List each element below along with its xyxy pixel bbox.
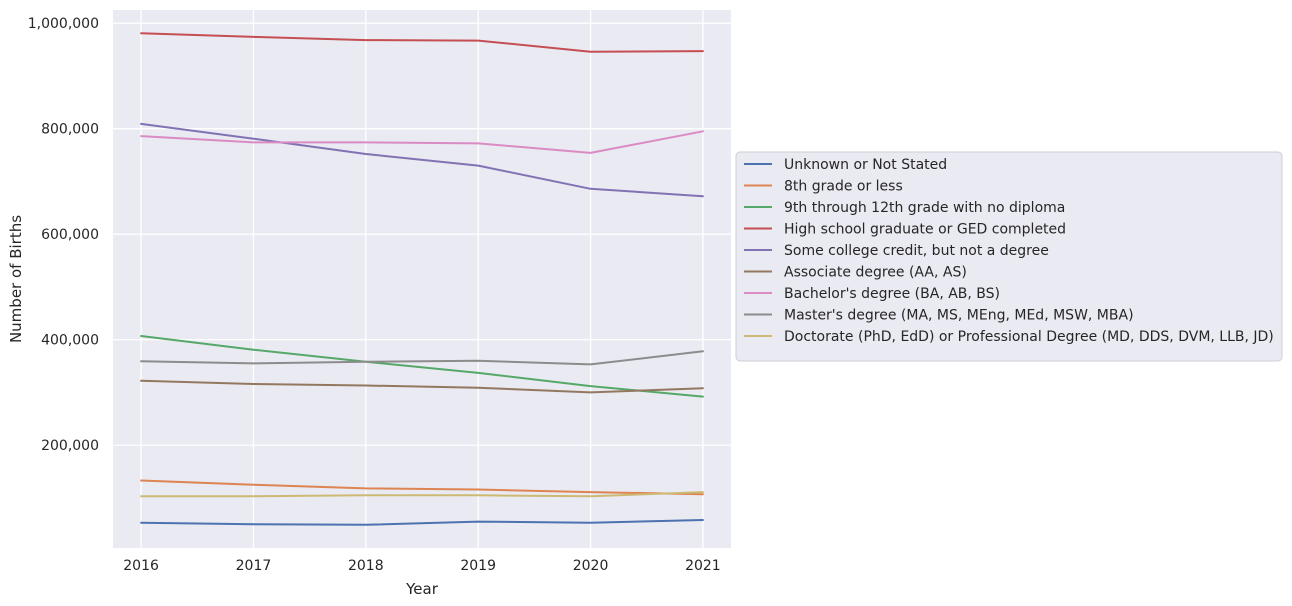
series-line [140,350,704,366]
grid-lines [113,10,731,548]
y-tick-label: 1,000,000 [28,16,99,32]
series-lines [140,32,704,526]
y-tick-label: 200,000 [41,438,99,454]
y-tick-label: 400,000 [41,333,99,349]
legend-label: Some college credit, but not a degree [784,243,1049,259]
legend-label: 8th grade or less [784,179,903,195]
y-axis-title: Number of Births [7,215,25,343]
series-line [140,519,704,526]
x-tick-label: 2020 [573,558,609,574]
x-tick-label: 2018 [348,558,384,574]
x-tick-label: 2017 [236,558,272,574]
series-line [140,130,704,154]
x-tick-label: 2016 [123,558,159,574]
x-axis-ticks: 2016 2017 2018 2019 2020 2021 [123,558,720,574]
y-tick-label: 600,000 [41,227,99,243]
series-line [140,379,704,394]
x-tick-label: 2021 [685,558,721,574]
legend: Unknown or Not Stated 8th grade or less 9t… [735,151,1283,362]
series-line [140,491,704,498]
series-line [140,122,704,198]
legend-label: Unknown or Not Stated [784,157,947,173]
plot-area [113,10,731,548]
legend-label: Associate degree (AA, AS) [784,265,967,281]
y-tick-label: 800,000 [41,122,99,138]
legend-label: High school graduate or GED completed [784,222,1066,238]
series-line [140,335,704,398]
legend-label: 9th through 12th grade with no diploma [784,200,1065,216]
series-line [140,479,704,496]
legend-label: Master's degree (MA, MS, MEng, MEd, MSW,… [784,308,1134,324]
x-axis-title: Year [405,580,439,598]
legend-box [735,151,1283,362]
legend-label: Doctorate (PhD, EdD) or Professional Deg… [784,329,1274,345]
legend-label: Bachelor's degree (BA, AB, BS) [784,286,1000,302]
y-axis-ticks: 200,000 400,000 600,000 800,000 1,000,000 [28,16,99,454]
series-line [140,32,704,53]
x-tick-label: 2019 [460,558,496,574]
